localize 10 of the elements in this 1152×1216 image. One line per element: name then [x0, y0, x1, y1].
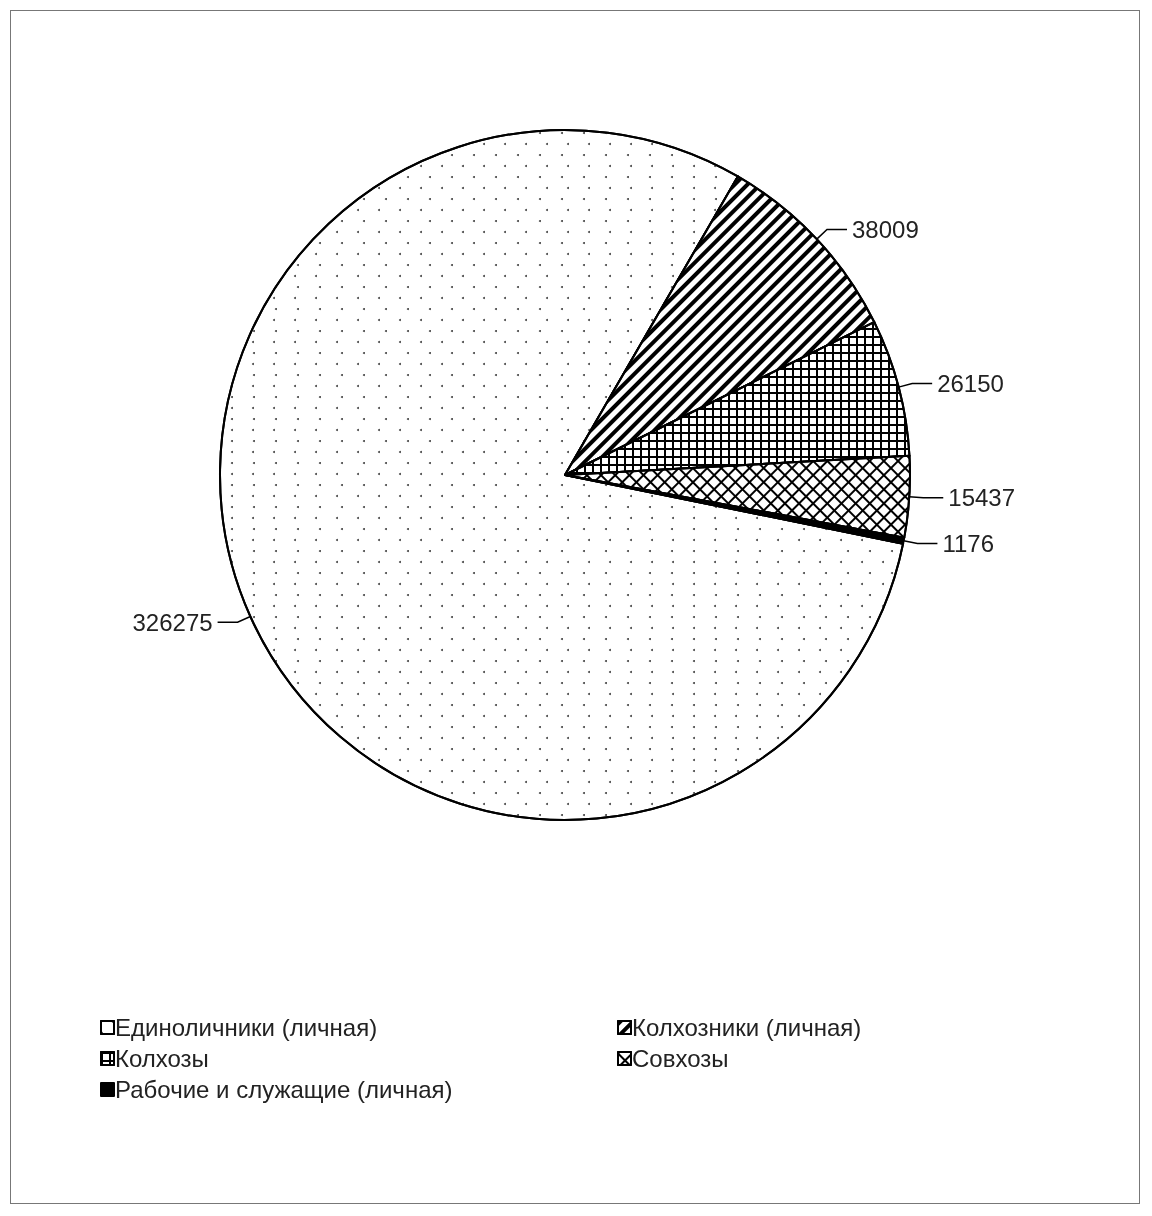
data-label: 38009: [852, 216, 919, 244]
data-label: 1176: [942, 529, 995, 557]
legend-label: Совхозы: [632, 1045, 729, 1072]
data-label: 15437: [948, 484, 1016, 512]
legend-label: Единоличники (личная): [115, 1014, 378, 1041]
legend-label: Колхозы: [115, 1045, 209, 1072]
legend-label: Рабочие и служащие (личная): [115, 1076, 453, 1103]
data-label: 326275: [132, 608, 213, 636]
data-label: 26150: [937, 370, 1004, 398]
legend-label: Колхозники (личная): [632, 1014, 862, 1041]
